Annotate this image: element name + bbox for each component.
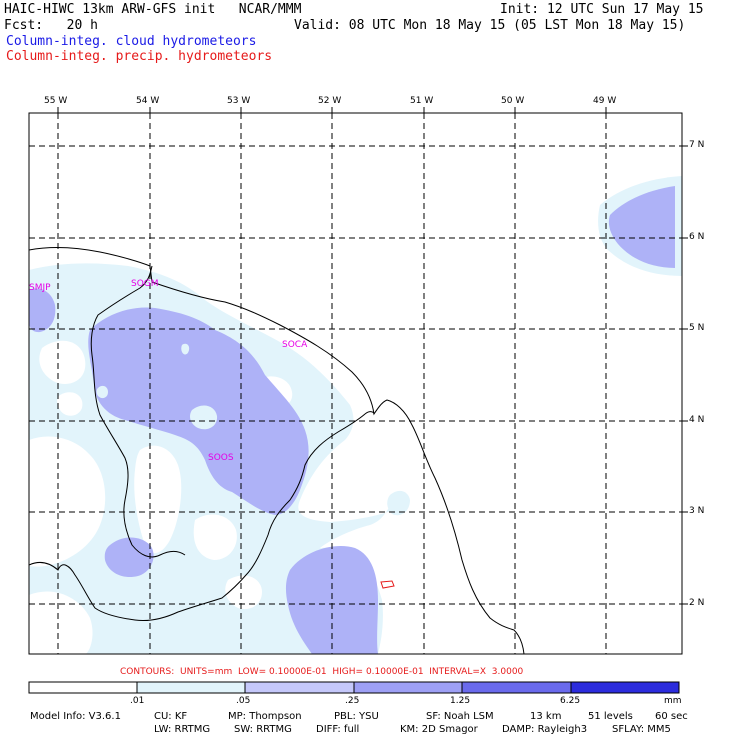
colorbar-unit: mm xyxy=(664,696,682,706)
precip-field-title: Column-integ. precip. hydrometeors xyxy=(6,49,273,64)
lon-label: 54 W xyxy=(136,96,160,106)
cu-scheme: CU: KF xyxy=(154,711,188,722)
map-frame xyxy=(28,112,683,655)
vertical-levels: 51 levels xyxy=(588,711,633,722)
sflay-scheme: SFLAY: MM5 xyxy=(612,724,671,735)
forecast-hour: Fcst: 20 h xyxy=(4,18,98,33)
lw-scheme: LW: RRTMG xyxy=(154,724,211,735)
colorbar-swatch xyxy=(28,681,138,694)
axis-ticks xyxy=(57,107,688,605)
lat-label: 4 N xyxy=(689,415,705,425)
colorbar-swatch xyxy=(136,681,246,694)
precip-contour xyxy=(380,580,395,589)
station-label: SOCA xyxy=(282,340,308,350)
pbl-scheme: PBL: YSU xyxy=(334,711,379,722)
sw-scheme: SW: RRTMG xyxy=(234,724,292,735)
colorbar xyxy=(28,681,680,694)
contour-info: CONTOURS: UNITS=mm LOW= 0.10000E-01 HIGH… xyxy=(120,667,524,677)
cloud-field-title: Column-integ. cloud hydrometeors xyxy=(6,34,257,49)
colorbar-tick: .05 xyxy=(236,696,251,706)
station-label: SOOS xyxy=(208,453,234,463)
lat-label: 2 N xyxy=(689,598,705,608)
lon-label: 52 W xyxy=(318,96,342,106)
model-title: HAIC-HIWC 13km ARW-GFS init NCAR/MMM xyxy=(4,2,302,17)
lat-label: 6 N xyxy=(689,232,705,242)
station-label: SMJP xyxy=(29,283,51,293)
lon-label: 49 W xyxy=(593,96,617,106)
time-step: 60 sec xyxy=(655,711,688,722)
valid-time: Valid: 08 UTC Mon 18 May 15 (05 LST Mon … xyxy=(294,18,686,33)
lat-label: 3 N xyxy=(689,506,705,516)
colorbar-tick: 6.25 xyxy=(560,696,581,706)
grid-spacing: 13 km xyxy=(530,711,562,722)
coastline xyxy=(29,247,525,654)
lon-label: 50 W xyxy=(501,96,525,106)
lon-label: 55 W xyxy=(44,96,68,106)
model-info: Model Info: V3.6.1 xyxy=(30,711,121,722)
damp-scheme: DAMP: Rayleigh3 xyxy=(502,724,588,735)
station-label: SOGM xyxy=(131,279,159,289)
colorbar-swatch xyxy=(570,681,680,694)
sf-scheme: SF: Noah LSM xyxy=(426,711,494,722)
lat-label: 5 N xyxy=(689,323,705,333)
latlon-grid xyxy=(29,113,682,654)
init-time: Init: 12 UTC Sun 17 May 15 xyxy=(500,2,704,17)
colorbar-swatch xyxy=(461,681,572,694)
diff-scheme: DIFF: full xyxy=(316,724,360,735)
lat-label: 7 N xyxy=(689,140,705,150)
lon-label: 51 W xyxy=(410,96,434,106)
clear-areas xyxy=(29,340,293,654)
colorbar-tick: .25 xyxy=(345,696,360,706)
km-scheme: KM: 2D Smagor xyxy=(400,724,478,735)
medium-holes xyxy=(96,343,218,430)
colorbar-tick: 1.25 xyxy=(450,696,471,706)
mp-scheme: MP: Thompson xyxy=(228,711,302,722)
colorbar-swatch xyxy=(353,681,463,694)
colorbar-swatch xyxy=(244,681,355,694)
colorbar-tick: .01 xyxy=(130,696,145,706)
lon-label: 53 W xyxy=(227,96,251,106)
